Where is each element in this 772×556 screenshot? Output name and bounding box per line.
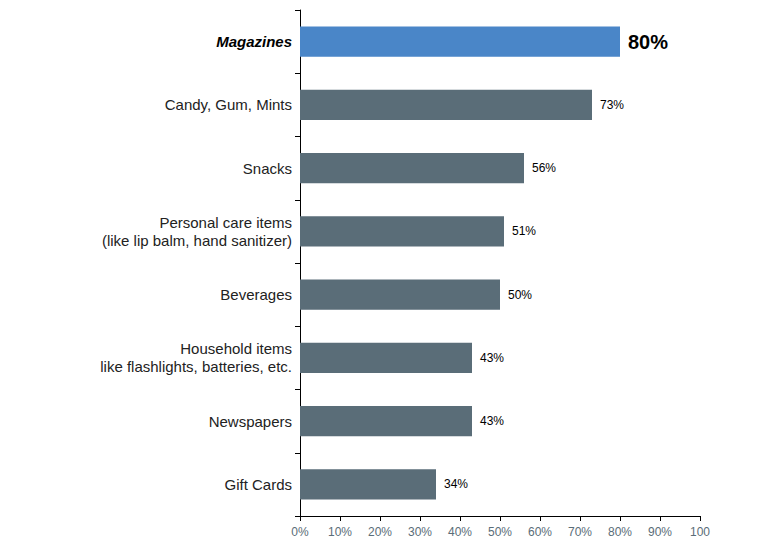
svg-text:Household items: Household items [180,340,292,357]
svg-text:Magazines: Magazines [216,33,292,50]
svg-text:50%: 50% [488,525,512,539]
svg-text:50%: 50% [508,288,532,302]
svg-text:20%: 20% [368,525,392,539]
svg-text:Snacks: Snacks [243,160,292,177]
svg-text:Personal care items: Personal care items [159,214,292,231]
svg-text:70%: 70% [568,525,592,539]
svg-text:80%: 80% [608,525,632,539]
svg-text:100: 100 [690,525,710,539]
svg-text:80%: 80% [628,31,668,53]
svg-text:like flashlights, batteries, e: like flashlights, batteries, etc. [100,358,292,375]
svg-text:Beverages: Beverages [220,286,292,303]
svg-text:43%: 43% [480,414,504,428]
svg-text:40%: 40% [448,525,472,539]
svg-text:34%: 34% [444,477,468,491]
svg-text:Gift Cards: Gift Cards [224,476,292,493]
svg-text:73%: 73% [600,98,624,112]
svg-text:60%: 60% [528,525,552,539]
svg-text:0%: 0% [291,525,309,539]
svg-text:43%: 43% [480,351,504,365]
svg-text:30%: 30% [408,525,432,539]
svg-text:Newspapers: Newspapers [209,413,292,430]
svg-text:10%: 10% [328,525,352,539]
svg-text:Candy, Gum, Mints: Candy, Gum, Mints [165,96,292,113]
svg-text:90%: 90% [648,525,672,539]
svg-text:(like lip balm, hand sanitizer: (like lip balm, hand sanitizer) [102,232,292,249]
svg-text:56%: 56% [532,161,556,175]
svg-text:51%: 51% [512,224,536,238]
